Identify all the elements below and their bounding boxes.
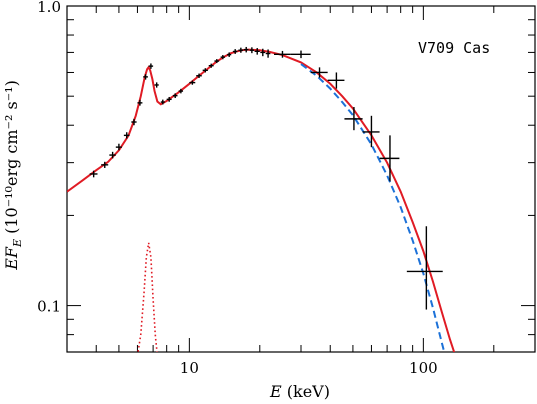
data-point <box>109 151 116 159</box>
data-point <box>143 74 148 80</box>
data-point <box>115 143 122 151</box>
x-tick-label: 10 <box>180 359 199 377</box>
y-axis-label: EFE (10⁻¹⁰erg cm⁻² s⁻¹) <box>2 80 24 271</box>
data-point <box>273 50 291 58</box>
model-curves <box>67 48 456 352</box>
data-point <box>202 68 208 73</box>
y-tick-label: 1.0 <box>37 0 61 16</box>
plot-area: 10 100 0.1 1.0 <box>37 0 536 377</box>
data-point <box>220 55 225 60</box>
data-point <box>123 132 130 139</box>
data-points <box>89 46 443 310</box>
data-point <box>148 63 154 69</box>
model-curve-dotted <box>137 242 158 352</box>
data-point <box>249 47 255 54</box>
data-point <box>243 46 249 53</box>
data-point <box>196 73 202 79</box>
data-point <box>379 135 400 182</box>
data-point <box>362 115 380 148</box>
data-point <box>214 59 220 64</box>
data-point <box>131 118 137 126</box>
data-point <box>344 107 363 131</box>
axis-ticks <box>66 5 536 353</box>
model-curve-solid <box>67 48 456 352</box>
data-point <box>227 52 232 57</box>
data-point <box>290 50 311 59</box>
data-point <box>101 161 109 168</box>
x-axis-label: E (keV) <box>269 382 330 401</box>
data-point <box>232 49 238 54</box>
data-layer <box>67 46 456 352</box>
data-point <box>208 63 214 68</box>
source-annotation: V709 Cas <box>418 39 490 57</box>
y-tick-label: 0.1 <box>37 298 61 316</box>
data-point <box>172 93 178 99</box>
data-point <box>160 99 165 105</box>
tick-labels: 10 100 0.1 1.0 <box>37 0 438 377</box>
data-point <box>265 49 271 58</box>
x-tick-label: 100 <box>409 359 438 377</box>
data-point <box>310 67 328 78</box>
data-point <box>89 170 98 178</box>
data-point <box>254 48 260 55</box>
data-point <box>137 99 143 106</box>
data-point <box>154 82 159 88</box>
data-point <box>406 226 443 310</box>
model-curve-dashed <box>300 63 446 352</box>
data-point <box>166 96 172 102</box>
data-point <box>189 80 196 85</box>
data-point <box>178 88 184 94</box>
data-point <box>260 48 266 57</box>
data-point <box>238 47 244 53</box>
data-point <box>327 72 345 89</box>
